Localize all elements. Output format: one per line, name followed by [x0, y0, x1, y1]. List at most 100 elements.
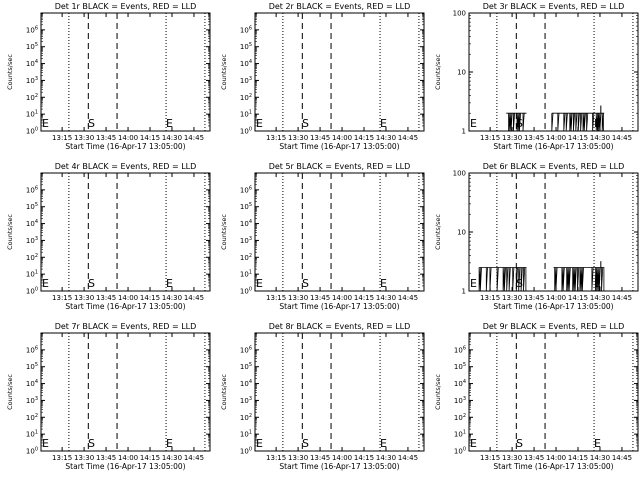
start-marker: S [88, 117, 95, 130]
end-marker: E [594, 437, 601, 450]
plot-frame [40, 12, 211, 132]
y-tick-label: 106 [26, 185, 38, 194]
plot-frame [40, 332, 211, 452]
x-tick-label: 14:45 [398, 454, 418, 462]
start-marker: S [302, 437, 309, 450]
y-tick-label: 1 [462, 128, 466, 136]
y-tick-label: 105 [26, 362, 38, 371]
y-tick-label: 103 [454, 396, 466, 405]
x-tick-label: 14:30 [590, 454, 610, 462]
x-tick-label: 14:45 [184, 294, 204, 302]
start-marker: S [88, 437, 95, 450]
x-tick-label: 14:00 [546, 454, 566, 462]
y-axis-label: Counts/sec [220, 374, 228, 410]
panel-title: Det 7r BLACK = Events, RED = LLD [55, 322, 197, 331]
y-tick-label: 101 [26, 270, 38, 279]
x-tick-label: 13:45 [310, 294, 330, 302]
detector-panel-1: Det 1r BLACK = Events, RED = LLD 100 101 10… [6, 2, 211, 151]
y-tick-label: 101 [240, 110, 252, 119]
x-tick-label: 14:00 [332, 294, 352, 302]
y-tick-label: 105 [26, 42, 38, 51]
detector-panel-2: Det 2r BLACK = Events, RED = LLD 100 101 10… [220, 2, 425, 151]
x-tick-label: 13:30 [74, 294, 94, 302]
start-marker: S [88, 277, 95, 290]
plot-frame [468, 172, 639, 292]
x-tick-label: 13:30 [288, 134, 308, 142]
x-tick-label: 14:30 [376, 454, 396, 462]
x-tick-label: 14:30 [376, 134, 396, 142]
x-tick-label: 13:45 [524, 294, 544, 302]
y-tick-label: 104 [240, 59, 252, 68]
y-tick-label: 106 [240, 185, 252, 194]
y-tick-label: 103 [26, 76, 38, 85]
panel-title: Det 2r BLACK = Events, RED = LLD [269, 2, 411, 11]
end-marker: E [380, 117, 387, 130]
y-tick-label: 103 [240, 76, 252, 85]
panel-title: Det 1r BLACK = Events, RED = LLD [55, 2, 197, 11]
y-axis-label: Counts/sec [220, 214, 228, 250]
x-tick-label: 14:45 [184, 454, 204, 462]
start-marker: S [516, 437, 523, 450]
x-axis-label: Start Time (16-Apr-17 13:05:00) [493, 142, 613, 151]
start-marker-left: E [42, 117, 49, 130]
y-tick-label: 100 [240, 127, 252, 136]
y-tick-label: 100 [26, 127, 38, 136]
detector-panel-7: Det 7r BLACK = Events, RED = LLD 100 101 10… [6, 322, 211, 471]
x-axis-label: Start Time (16-Apr-17 13:05:00) [279, 302, 399, 311]
detector-panel-3: Det 3r BLACK = Events, RED = LLD 1 10 100 Co… [434, 2, 639, 151]
x-tick-label: 14:45 [398, 134, 418, 142]
x-tick-label: 14:45 [612, 134, 632, 142]
x-tick-label: 14:00 [118, 294, 138, 302]
x-tick-label: 13:15 [52, 134, 72, 142]
x-tick-label: 13:30 [288, 454, 308, 462]
y-tick-label: 106 [454, 345, 466, 354]
y-tick-label: 101 [26, 430, 38, 439]
start-marker-left: E [470, 277, 477, 290]
start-marker-left: E [42, 437, 49, 450]
x-tick-label: 14:15 [568, 294, 588, 302]
y-tick-label: 100 [240, 287, 252, 296]
x-tick-label: 14:15 [140, 454, 160, 462]
start-marker: S [302, 277, 309, 290]
x-axis-label: Start Time (16-Apr-17 13:05:00) [279, 462, 399, 471]
y-tick-label: 106 [26, 345, 38, 354]
events-trace-segment [506, 112, 527, 132]
events-trace-segment [553, 267, 605, 292]
y-tick-label: 1 [462, 288, 466, 296]
x-tick-label: 14:45 [398, 294, 418, 302]
x-tick-label: 14:45 [184, 134, 204, 142]
y-tick-label: 100 [26, 447, 38, 456]
x-tick-label: 14:15 [568, 454, 588, 462]
start-marker-left: E [256, 117, 263, 130]
x-tick-label: 13:45 [96, 294, 116, 302]
y-tick-label: 10 [457, 229, 466, 237]
y-tick-label: 102 [26, 93, 38, 102]
end-marker: E [166, 117, 173, 130]
y-tick-label: 105 [454, 362, 466, 371]
y-axis-label: Counts/sec [434, 374, 442, 410]
y-tick-label: 100 [26, 287, 38, 296]
x-tick-label: 13:30 [74, 454, 94, 462]
events-trace-segment [478, 267, 527, 292]
y-tick-label: 104 [26, 59, 38, 68]
x-tick-label: 14:30 [376, 294, 396, 302]
x-tick-label: 14:00 [332, 134, 352, 142]
y-tick-label: 103 [26, 236, 38, 245]
y-tick-label: 106 [26, 25, 38, 34]
detector-panel-4: Det 4r BLACK = Events, RED = LLD 100 101 10… [6, 162, 211, 311]
x-axis-label: Start Time (16-Apr-17 13:05:00) [65, 302, 185, 311]
y-tick-label: 101 [240, 270, 252, 279]
x-tick-label: 14:45 [612, 294, 632, 302]
x-tick-label: 13:45 [524, 454, 544, 462]
y-tick-label: 102 [240, 253, 252, 262]
y-tick-label: 103 [240, 236, 252, 245]
y-tick-label: 104 [454, 379, 466, 388]
end-marker: E [380, 277, 387, 290]
x-tick-label: 13:30 [502, 294, 522, 302]
y-tick-label: 102 [26, 253, 38, 262]
y-tick-label: 10 [457, 69, 466, 77]
y-tick-label: 100 [453, 170, 466, 178]
y-tick-label: 103 [26, 396, 38, 405]
x-tick-label: 13:30 [502, 134, 522, 142]
y-tick-label: 102 [240, 93, 252, 102]
